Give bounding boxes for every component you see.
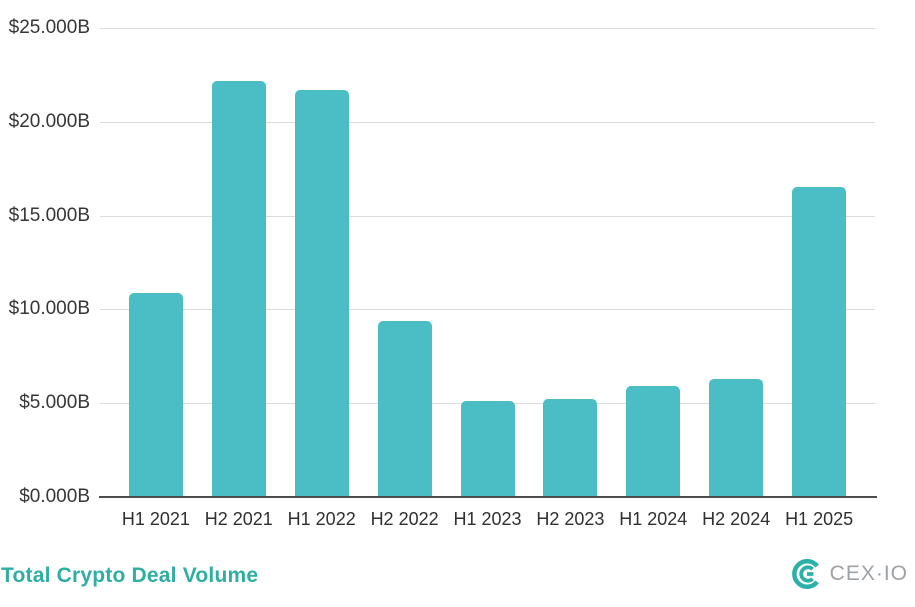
x-tick-label: H1 2022 xyxy=(287,509,356,529)
cexio-logo-icon xyxy=(791,559,819,589)
x-tick-label: H1 2023 xyxy=(453,509,522,529)
x-tick-label: H2 2024 xyxy=(702,509,771,529)
x-tick-label: H1 2021 xyxy=(121,509,190,529)
gridline xyxy=(100,309,875,311)
bar xyxy=(211,80,266,497)
x-tick-label: H1 2024 xyxy=(619,509,688,529)
bar xyxy=(709,378,764,497)
x-tick-label: H2 2023 xyxy=(536,509,605,529)
x-tick-label: H2 2022 xyxy=(370,509,439,529)
gridline xyxy=(100,215,875,217)
bar xyxy=(294,89,349,497)
bar xyxy=(377,320,432,497)
gridline xyxy=(100,121,875,123)
y-tick-label: $0.000B xyxy=(19,486,90,507)
y-tick-label: $5.000B xyxy=(19,392,90,414)
bar xyxy=(792,187,847,497)
chart-title: Total Crypto Deal Volume xyxy=(1,564,259,587)
x-axis-line xyxy=(99,496,877,498)
y-tick-label: $25.000B xyxy=(8,17,90,38)
gridline xyxy=(100,28,875,29)
y-tick-label: $15.000B xyxy=(8,204,90,226)
cexio-logo-text: CEX·IO xyxy=(829,562,908,585)
bar xyxy=(128,292,183,497)
bar xyxy=(460,401,515,497)
bar xyxy=(543,399,598,497)
cexio-logo: CEX·IO xyxy=(791,559,908,589)
x-tick-label: H1 2025 xyxy=(785,509,854,529)
y-tick-label: $20.000B xyxy=(8,110,90,132)
x-tick-label: H2 2021 xyxy=(204,509,273,529)
y-tick-label: $10.000B xyxy=(8,298,90,320)
bar xyxy=(626,386,681,497)
